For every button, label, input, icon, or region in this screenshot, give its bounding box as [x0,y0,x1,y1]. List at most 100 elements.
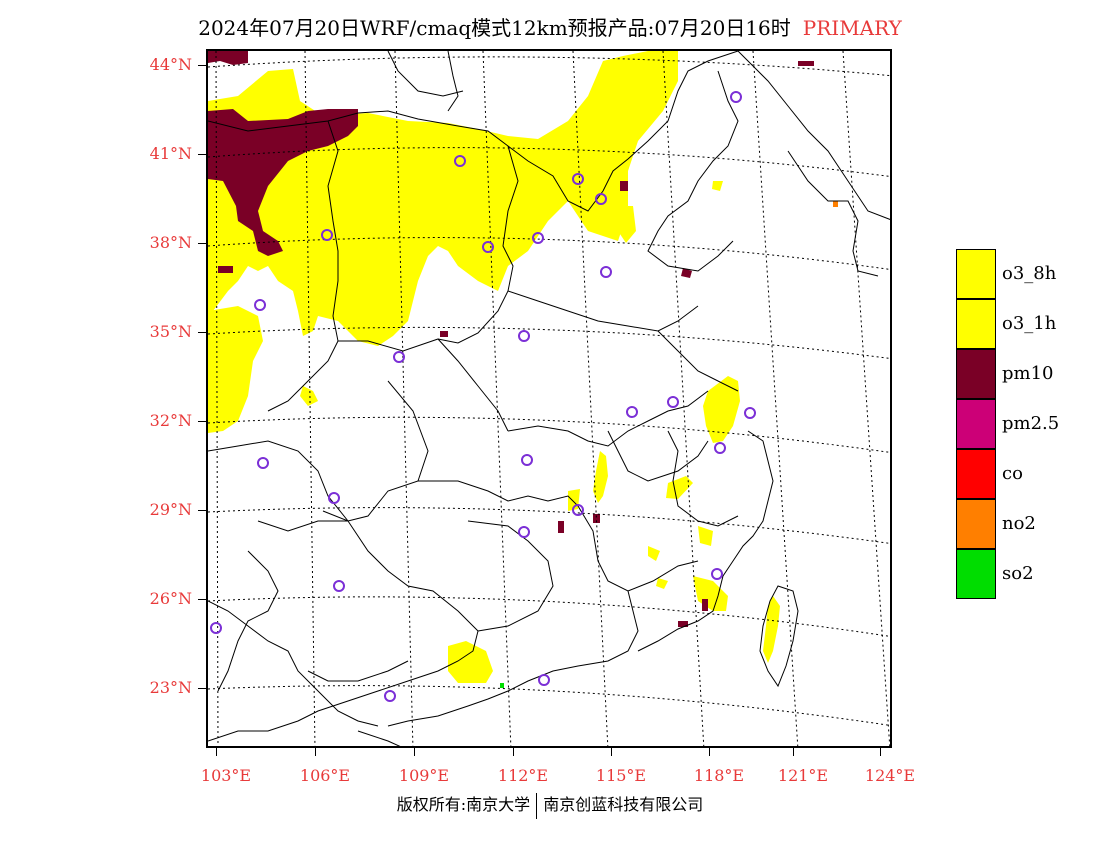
legend-swatch [956,299,996,349]
copyright-divider [536,792,538,819]
pm10-spot-c [620,181,628,191]
legend-item-pm10: pm10 [956,349,1076,399]
lon-label-124: 124°E [864,766,916,785]
pm10-top-left [208,51,248,65]
lon-tick [880,748,881,756]
graticule [208,51,890,746]
legend-label: co [1002,463,1023,484]
city-marker [595,193,607,205]
legend-swatch [956,249,996,299]
city-marker [254,299,266,311]
lon-label-103: 103°E [200,766,252,785]
city-marker [384,690,396,702]
lat-label-23: 23°N [149,678,192,697]
o3-guangxi [448,641,493,683]
lon-tick [414,748,415,756]
lon-label-115: 115°E [595,766,647,785]
city-marker [482,241,494,253]
pm10-spot-j [798,61,814,66]
pm10-inner-mongolia [208,109,358,256]
o3-fujian-a [698,526,713,546]
city-marker [518,526,530,538]
lat-tick [198,421,206,422]
pm10-spot-d [681,268,692,278]
city-marker [393,351,405,363]
city-marker [333,580,345,592]
lat-tick [198,332,206,333]
o3-fujian-c [693,576,728,611]
lon-label-118: 118°E [693,766,745,785]
lon-tick [315,748,316,756]
city-marker [210,622,222,634]
pm10-spot-f [558,521,564,533]
lat-label-29: 29°N [149,500,192,519]
o3-taiwan [763,596,780,663]
city-marker [667,396,679,408]
copyright-left: 版权所有:南京大学 [396,795,531,814]
o3-liaoning [712,181,723,191]
lon-label-121: 121°E [777,766,829,785]
city-markers [210,91,756,702]
city-marker [572,173,584,185]
legend-label: o3_8h [1002,263,1057,284]
legend-swatch [956,399,996,449]
legend-swatch [956,499,996,549]
lon-tick [216,748,217,756]
lon-tick [709,748,710,756]
city-marker [521,454,533,466]
lat-label-35: 35°N [149,322,192,341]
city-marker [321,229,333,241]
legend-item-so2: so2 [956,549,1076,599]
legend-item-co: co [956,449,1076,499]
city-marker [257,457,269,469]
legend-item-o3-1h: o3_1h [956,299,1076,349]
city-marker [538,674,550,686]
pm10-spot-g [593,514,600,523]
lat-tick [198,243,206,244]
lat-tick [198,688,206,689]
lat-tick [198,154,206,155]
lon-tick [611,748,612,756]
lat-label-38: 38°N [149,233,192,252]
city-marker [572,504,584,516]
legend-swatch [956,449,996,499]
lat-tick [198,599,206,600]
title-tag: PRIMARY [802,16,902,40]
city-marker [518,330,530,342]
city-marker [711,568,723,580]
o3-fujian-b [648,546,660,561]
pm10-fill-region [208,51,814,627]
city-marker [454,155,466,167]
title-main: 2024年07月20日WRF/cmaq模式12km预报产品:07月20日16时 [198,16,791,40]
o3-north-band [208,51,678,346]
lon-label-109: 109°E [398,766,450,785]
lat-tick [198,65,206,66]
forecast-map-svg [208,51,890,746]
lat-label-26: 26°N [149,589,192,608]
o3-shanghai [703,376,740,443]
legend-label: so2 [1002,563,1034,584]
legend-item-no2: no2 [956,499,1076,549]
legend-swatch [956,549,996,599]
legend-item-o3-8h: o3_8h [956,249,1076,299]
copyright: 版权所有:南京大学 南京创蓝科技有限公司 [0,791,1100,819]
so2-spot [500,683,504,688]
o3-jiangxi-a [593,451,608,503]
city-marker [600,266,612,278]
map-title: 2024年07月20日WRF/cmaq模式12km预报产品:07月20日16时 P… [0,12,1100,41]
map-canvas[interactable] [206,49,892,748]
pm10-spot-e [440,331,448,337]
legend-swatch [956,349,996,399]
legend-label: o3_1h [1002,313,1057,334]
legend-label: pm10 [1002,363,1054,384]
city-marker [626,406,638,418]
copyright-right: 南京创蓝科技有限公司 [543,795,704,814]
lat-label-32: 32°N [149,411,192,430]
pm10-spot-b [238,206,248,216]
o3-west-band [208,306,263,433]
city-marker [714,442,726,454]
lat-label-41: 41°N [149,144,192,163]
city-marker [744,407,756,419]
legend-item-pm25: pm2.5 [956,399,1076,449]
no2-spot [833,201,838,207]
